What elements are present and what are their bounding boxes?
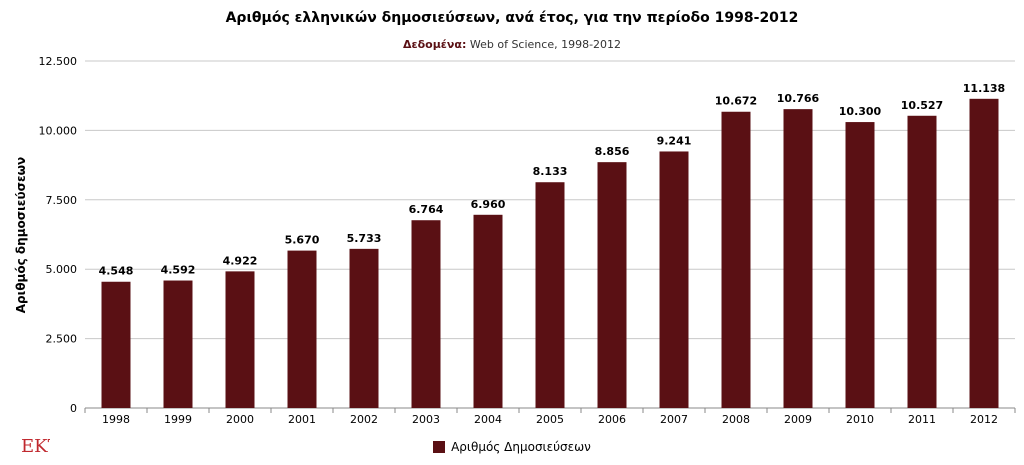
bar (783, 109, 813, 409)
logo-text: EKT (21, 436, 50, 457)
x-tick-label: 2008 (722, 413, 750, 426)
x-tick-label: 2002 (350, 413, 378, 426)
legend-label: Αριθμός Δημοσιεύσεων (451, 440, 591, 454)
bar (473, 214, 503, 408)
x-tick-label: 2006 (598, 413, 626, 426)
data-label: 10.527 (901, 99, 943, 112)
x-tick-label: 2003 (412, 413, 440, 426)
data-label: 9.241 (657, 134, 692, 147)
chart-title: Αριθμός ελληνικών δημοσιεύσεων, ανά έτος… (225, 10, 799, 26)
data-label: 8.856 (595, 145, 630, 158)
x-tick-label: 2011 (908, 413, 936, 426)
x-tick-label: 1999 (164, 413, 192, 426)
data-label: 10.300 (839, 105, 882, 118)
y-tick-label: 2.500 (46, 333, 78, 346)
x-tick-label: 2010 (846, 413, 874, 426)
bar (101, 281, 131, 408)
subtitle-value: Web of Science, 1998-2012 (469, 38, 622, 51)
bar (411, 220, 441, 408)
bar (287, 250, 317, 408)
x-tick-label: 2004 (474, 413, 502, 426)
x-tick-label: 2007 (660, 413, 688, 426)
x-tick-label: 2001 (288, 413, 316, 426)
data-label: 11.138 (963, 82, 1005, 95)
ekt-logo: EKT (21, 436, 50, 457)
data-label: 6.764 (409, 203, 444, 216)
data-label: 10.672 (715, 95, 757, 108)
data-label: 4.548 (99, 265, 134, 278)
bar (659, 151, 689, 408)
y-tick-label: 0 (70, 402, 77, 415)
bar (349, 248, 379, 408)
bar (535, 182, 565, 408)
data-label: 4.592 (161, 264, 196, 277)
y-tick-label: 12.500 (39, 55, 78, 68)
data-label: 5.733 (347, 232, 382, 245)
data-label: 10.766 (777, 92, 820, 105)
legend[interactable]: Αριθμός Δημοσιεύσεων (0, 440, 1024, 454)
bar (845, 122, 875, 409)
bar (225, 271, 255, 408)
data-label: 5.670 (285, 234, 320, 247)
x-tick-label: 2009 (784, 413, 812, 426)
y-tick-label: 10.000 (39, 124, 78, 137)
y-tick-label: 5.000 (46, 263, 78, 276)
y-tick-label: 7.500 (46, 194, 78, 207)
legend-swatch (433, 441, 446, 453)
bar (907, 115, 937, 408)
x-tick-label: 2012 (970, 413, 998, 426)
x-tick-label: 1998 (102, 413, 130, 426)
data-label: 8.133 (533, 165, 568, 178)
bar (163, 280, 193, 408)
data-label: 4.922 (223, 254, 258, 267)
x-tick-label: 2000 (226, 413, 254, 426)
data-label: 6.960 (471, 198, 506, 211)
x-tick-label: 2005 (536, 413, 564, 426)
y-axis-label: Αριθμός δημοσιεύσεων (14, 156, 28, 314)
subtitle-label: Δεδομένα: (402, 38, 467, 51)
bar (721, 111, 751, 409)
chart-subtitle: Δεδομένα: Web of Science, 1998-2012 (0, 38, 1024, 51)
bar (969, 98, 999, 409)
bar (597, 162, 627, 408)
